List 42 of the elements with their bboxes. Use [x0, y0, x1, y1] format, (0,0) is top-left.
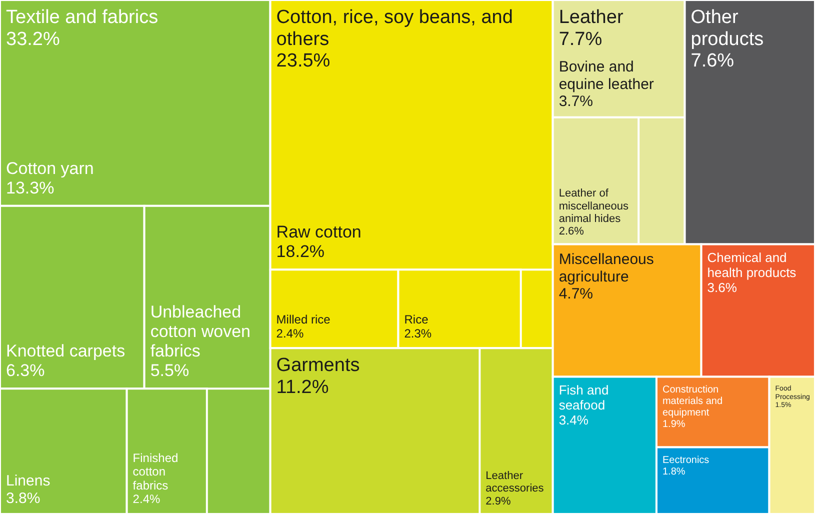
category-label: Rice [404, 312, 429, 326]
data-label: 2.9% [486, 495, 511, 508]
data-label: 2.3% [404, 326, 432, 340]
data-label: 13.3% [6, 178, 54, 198]
category-label: Textile and fabrics [6, 7, 158, 28]
category-label: Fish and seafood [558, 382, 609, 413]
category-label: Garments [276, 355, 360, 376]
data-label: 1.8% [662, 466, 686, 478]
data-label: 18.2% [276, 242, 325, 262]
data-label: 5.5% [150, 361, 190, 380]
data-label: 7.7% [558, 28, 602, 50]
category-label: Knotted carpets [6, 341, 126, 360]
category-label: Linens [6, 472, 50, 490]
category-label: Chemical and health products [707, 250, 797, 280]
category-label: Leather of miscellaneous animal hides [558, 188, 630, 225]
data-label: 4.7% [558, 286, 594, 303]
category-label: Miscellaneous agriculture [558, 251, 654, 286]
category-label: Leather accessories [486, 470, 544, 495]
category-label: Raw cotton [276, 222, 362, 242]
data-label: 7.6% [690, 50, 734, 72]
data-label: 1.9% [662, 419, 686, 430]
category-label: Cotton yarn [6, 158, 94, 178]
data-label: 33.2% [6, 28, 60, 50]
data-label: 3.7% [558, 93, 594, 110]
category-label: Unbleached cotton woven fabrics [150, 302, 251, 360]
category-label: Other products [690, 7, 764, 50]
category-label: Cotton, rice, soy beans, and others [276, 7, 513, 50]
data-label: 6.3% [6, 361, 45, 380]
category-label: Eectronics [662, 455, 710, 466]
data-label: 2.6% [558, 226, 584, 238]
data-label: 3.6% [707, 280, 738, 296]
data-label: 2.4% [132, 492, 160, 506]
category-label: Leather [558, 7, 624, 28]
category-label: Construction materials and equipment [662, 384, 723, 419]
data-label: 2.4% [276, 326, 304, 340]
data-label: 3.8% [6, 490, 40, 507]
data-label: 11.2% [276, 376, 329, 398]
category-label: Finished cotton fabrics [132, 450, 178, 492]
data-label: 3.4% [558, 412, 589, 428]
category-label: Bovine and equine leather [558, 58, 654, 93]
category-label: Milled rice [276, 312, 331, 326]
data-label: 23.5% [276, 50, 330, 72]
